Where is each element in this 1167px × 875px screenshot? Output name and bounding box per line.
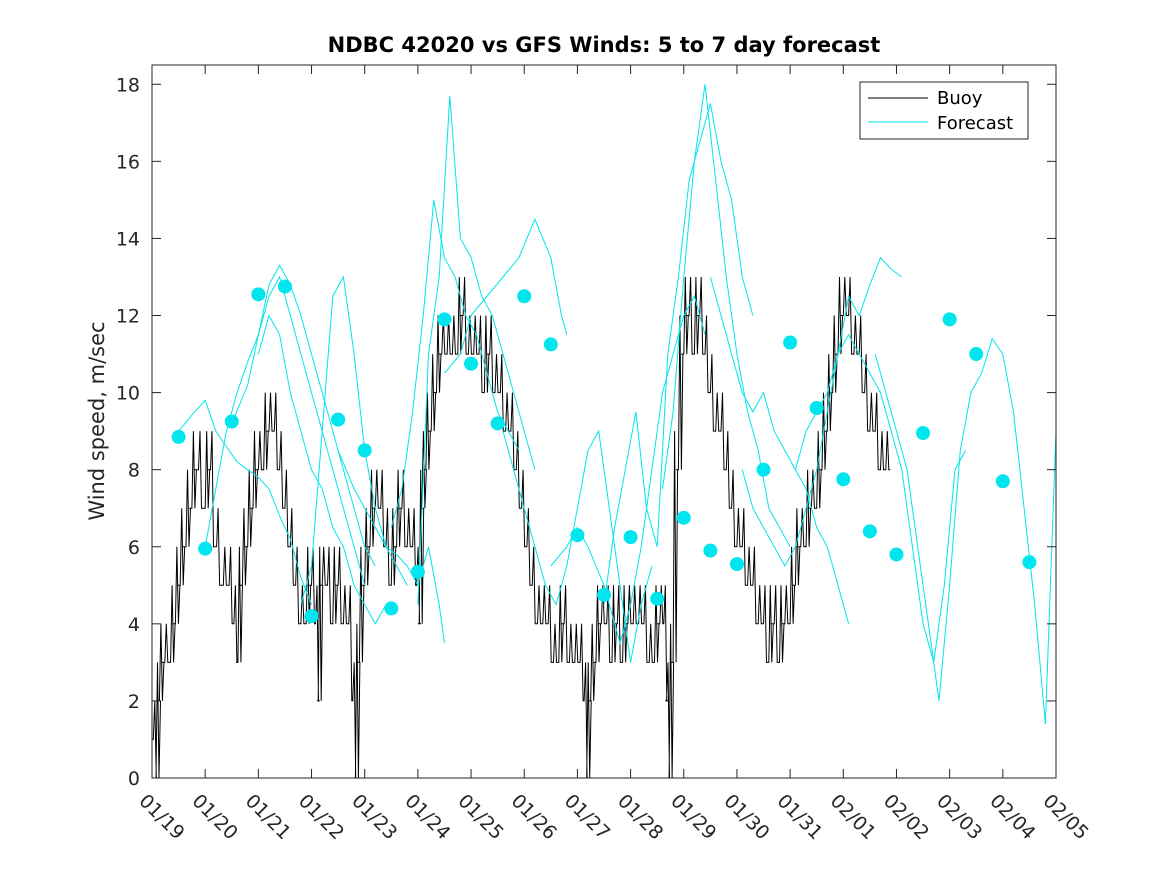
x-tick-label: 02/01 bbox=[826, 790, 880, 844]
forecast-marker bbox=[304, 609, 319, 624]
forecast-marker bbox=[543, 337, 558, 352]
forecast-line bbox=[178, 399, 312, 605]
x-tick-label: 01/29 bbox=[666, 790, 720, 844]
forecast-marker bbox=[676, 510, 691, 525]
y-axis-ticks: 0 2 4 6 8 10 12 14 16 18 bbox=[116, 74, 1056, 790]
forecast-line bbox=[390, 199, 520, 528]
x-tick-label: 01/26 bbox=[507, 790, 561, 844]
forecast-marker bbox=[1022, 555, 1037, 570]
forecast-marker bbox=[809, 401, 824, 416]
forecast-line bbox=[709, 276, 850, 624]
forecast-marker bbox=[410, 564, 425, 579]
x-tick-label: 01/25 bbox=[454, 790, 508, 844]
forecast-marker bbox=[277, 279, 292, 294]
forecast-line bbox=[337, 450, 445, 644]
forecast-marker bbox=[384, 601, 399, 616]
plot-area bbox=[152, 65, 1056, 778]
forecast-marker bbox=[331, 412, 346, 427]
x-tick-label: 01/28 bbox=[613, 790, 667, 844]
x-tick-label: 01/20 bbox=[188, 790, 242, 844]
forecast-line bbox=[741, 256, 903, 568]
y-tick-label: 6 bbox=[128, 537, 140, 559]
forecast-marker bbox=[517, 289, 532, 304]
forecast-marker bbox=[969, 347, 984, 362]
y-tick-label: 2 bbox=[128, 691, 140, 713]
forecast-line bbox=[204, 275, 366, 586]
x-tick-label: 02/02 bbox=[879, 790, 933, 844]
forecast-line bbox=[794, 333, 967, 663]
y-tick-label: 4 bbox=[128, 614, 140, 636]
forecast-marker bbox=[756, 462, 771, 477]
x-tick-label: 01/27 bbox=[560, 790, 614, 844]
y-tick-label: 12 bbox=[116, 306, 140, 328]
forecast-marker bbox=[889, 547, 904, 562]
forecast-marker bbox=[995, 474, 1010, 489]
legend-box bbox=[859, 81, 1029, 140]
forecast-line bbox=[300, 275, 408, 605]
forecast-marker bbox=[570, 528, 585, 543]
forecast-marker bbox=[490, 416, 505, 431]
chart-title: NDBC 42020 vs GFS Winds: 5 to 7 day fore… bbox=[328, 33, 881, 57]
x-tick-label: 01/21 bbox=[241, 790, 295, 844]
forecast-marker bbox=[783, 335, 798, 350]
x-tick-label: 01/22 bbox=[294, 790, 348, 844]
forecast-marker bbox=[650, 591, 665, 606]
legend-forecast-label: Forecast bbox=[937, 113, 1013, 134]
legend: Buoy Forecast bbox=[859, 81, 1029, 140]
x-tick-label: 01/23 bbox=[347, 790, 401, 844]
y-tick-label: 16 bbox=[116, 151, 140, 173]
forecast-line bbox=[257, 314, 387, 625]
forecast-marker bbox=[836, 472, 851, 487]
buoy-line bbox=[152, 276, 891, 778]
forecast-line bbox=[502, 429, 653, 663]
forecast-marker bbox=[224, 414, 239, 429]
forecast-marker bbox=[597, 587, 611, 602]
y-axis-label: Wind speed, m/sec bbox=[85, 321, 109, 520]
y-tick-label: 14 bbox=[116, 228, 140, 250]
y-tick-label: 8 bbox=[128, 460, 140, 482]
y-tick-label: 0 bbox=[128, 768, 140, 790]
forecast-marker bbox=[357, 443, 372, 458]
forecast-marker bbox=[942, 312, 957, 327]
forecast-marker bbox=[464, 356, 479, 371]
x-tick-label: 01/19 bbox=[134, 790, 188, 844]
forecast-marker bbox=[862, 524, 877, 539]
forecast-line bbox=[444, 217, 568, 374]
x-tick-label: 01/31 bbox=[773, 790, 827, 844]
forecast-marker bbox=[623, 530, 638, 545]
forecast-marker bbox=[729, 557, 744, 572]
x-tick-label: 01/30 bbox=[719, 790, 773, 844]
forecast-marker bbox=[703, 543, 718, 558]
forecast-marker bbox=[198, 541, 213, 556]
y-tick-label: 10 bbox=[116, 383, 140, 405]
x-tick-label: 02/05 bbox=[1038, 790, 1092, 844]
forecast-line bbox=[417, 95, 536, 605]
buoy-series bbox=[152, 276, 891, 778]
forecast-line bbox=[603, 103, 754, 605]
forecast-line bbox=[662, 84, 791, 548]
y-tick-label: 18 bbox=[116, 74, 140, 96]
forecast-marker bbox=[251, 287, 266, 302]
forecast-marker bbox=[916, 426, 931, 441]
x-tick-label: 02/04 bbox=[985, 790, 1039, 844]
forecast-line bbox=[874, 337, 1056, 725]
x-tick-label: 01/24 bbox=[400, 790, 454, 844]
forecast-line bbox=[231, 264, 376, 567]
legend-buoy-label: Buoy bbox=[937, 88, 983, 109]
forecast-markers bbox=[171, 279, 1037, 624]
forecast-marker bbox=[437, 312, 452, 327]
forecast-marker bbox=[171, 429, 186, 444]
axes-box bbox=[151, 64, 1057, 779]
x-tick-label: 02/03 bbox=[932, 790, 986, 844]
